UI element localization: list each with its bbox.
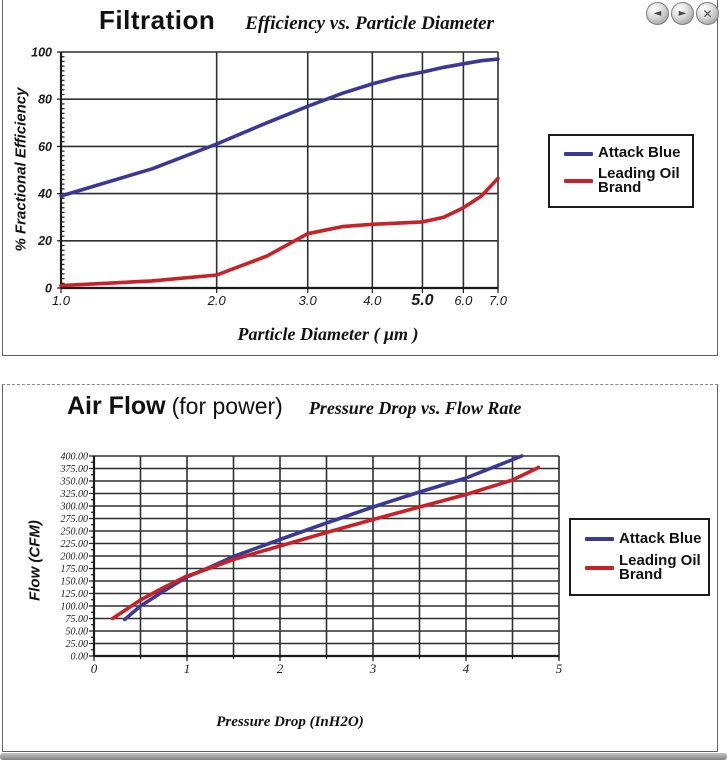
svg-text:6.0: 6.0 [454, 293, 473, 308]
legend-item-attack-blue: Attack Blue [564, 144, 686, 162]
filtration-subtitle: Efficiency vs. Particle Diameter [245, 13, 494, 34]
svg-text:150.00: 150.00 [61, 577, 89, 588]
svg-text:7.0: 7.0 [489, 293, 508, 308]
svg-text:5.0: 5.0 [411, 292, 433, 309]
back-button[interactable]: ◄ [646, 2, 669, 25]
svg-text:0.00: 0.00 [71, 652, 89, 663]
close-button[interactable]: ✕ [696, 2, 719, 25]
svg-text:50.00: 50.00 [66, 627, 89, 638]
legend-item-leading-oil-brand: Leading Oil Brand [585, 551, 702, 583]
legend-label: Leading Oil Brand [619, 551, 701, 583]
svg-text:400.00: 400.00 [61, 452, 89, 463]
filtration-title-row: Filtration Efficiency vs. Particle Diame… [99, 5, 494, 36]
svg-text:1: 1 [184, 661, 191, 676]
svg-text:0: 0 [45, 281, 52, 295]
svg-text:250.00: 250.00 [61, 527, 89, 538]
svg-text:4.0: 4.0 [363, 293, 382, 308]
series-line-attack-blue [122, 454, 524, 622]
svg-text:60: 60 [38, 140, 52, 154]
gridlines [93, 455, 560, 657]
svg-text:80: 80 [38, 93, 52, 107]
svg-text:2: 2 [277, 661, 284, 676]
ticks [89, 455, 560, 661]
window-controls: ◄ ► ✕ [646, 2, 719, 25]
svg-text:175.00: 175.00 [61, 564, 89, 575]
svg-text:40: 40 [37, 187, 52, 201]
bottom-divider-bar [0, 753, 727, 760]
x-tick-labels: 0 1 2 3 4 5 [91, 661, 563, 676]
svg-text:0: 0 [91, 661, 98, 676]
airflow-title-group: Air Flow (for power) [67, 392, 283, 421]
filtration-legend: Attack Blue Leading Oil Brand [548, 134, 694, 208]
svg-text:225.00: 225.00 [61, 539, 89, 550]
filtration-chart: 0 20 40 60 80 100 1.0 2.0 3.0 4.0 5.0 6.0 7.0 [31, 45, 508, 309]
filtration-title: Filtration [99, 5, 216, 35]
attack-blue-swatch [564, 151, 593, 156]
gridlines [60, 51, 499, 289]
leading-oil-brand-swatch [564, 179, 593, 184]
airflow-panel: 0.00 25.00 50.00 75.00 100.00 125.00 150.00 175… [2, 384, 718, 752]
filtration-panel: 0 20 40 60 80 100 1.0 2.0 3.0 4.0 5.0 6.0 7.0 Filtra… [2, 0, 718, 356]
x-tick-labels: 1.0 2.0 3.0 4.0 5.0 6.0 7.0 [52, 292, 508, 309]
svg-text:3: 3 [369, 661, 377, 676]
airflow-y-axis-title: Flow (CFM) [26, 520, 44, 601]
y-tick-labels: 0 20 40 60 80 100 [31, 45, 52, 295]
series-line-attack-blue [59, 57, 500, 198]
series-line-leading-oil-brand [59, 176, 500, 288]
svg-text:75.00: 75.00 [66, 614, 89, 625]
ticks [57, 51, 499, 293]
svg-text:100: 100 [31, 45, 52, 59]
legend-label: Attack Blue [598, 144, 681, 162]
leading-oil-brand-swatch [585, 566, 614, 570]
svg-text:375.00: 375.00 [60, 464, 89, 475]
svg-text:125.00: 125.00 [61, 589, 89, 600]
svg-text:1.0: 1.0 [52, 293, 71, 308]
legend-label: Attack Blue [619, 529, 702, 547]
airflow-title: Air Flow [67, 392, 166, 420]
series-line-leading-oil-brand [110, 465, 541, 621]
svg-text:2.0: 2.0 [207, 293, 227, 308]
filtration-y-axis-title: % Fractional Efficiency [12, 87, 30, 252]
svg-text:100.00: 100.00 [61, 602, 89, 613]
airflow-title-suffix: (for power) [171, 393, 283, 419]
svg-text:300.00: 300.00 [60, 502, 89, 513]
airflow-title-row: Air Flow (for power) Pressure Drop vs. Fl… [67, 392, 521, 421]
svg-text:20: 20 [37, 234, 52, 248]
svg-text:350.00: 350.00 [60, 477, 89, 488]
legend-item-attack-blue: Attack Blue [585, 529, 702, 547]
axes [59, 52, 498, 290]
attack-blue-swatch [585, 536, 614, 541]
svg-text:4: 4 [463, 661, 470, 676]
svg-text:3.0: 3.0 [299, 293, 318, 308]
forward-button[interactable]: ► [671, 2, 694, 25]
svg-text:275.00: 275.00 [61, 514, 89, 525]
svg-text:5: 5 [556, 661, 563, 676]
filtration-x-axis-title: Particle Diameter ( μm ) [237, 324, 419, 344]
svg-text:25.00: 25.00 [66, 639, 89, 650]
airflow-subtitle: Pressure Drop vs. Flow Rate [308, 398, 522, 418]
svg-text:200.00: 200.00 [61, 552, 89, 563]
airflow-legend: Attack Blue Leading Oil Brand [569, 518, 710, 596]
legend-item-leading-oil-brand: Leading Oil Brand [564, 165, 686, 197]
airflow-x-axis-title: Pressure Drop (InH2O) [216, 714, 364, 730]
svg-text:325.00: 325.00 [60, 489, 89, 500]
legend-label: Leading Oil Brand [598, 165, 680, 197]
